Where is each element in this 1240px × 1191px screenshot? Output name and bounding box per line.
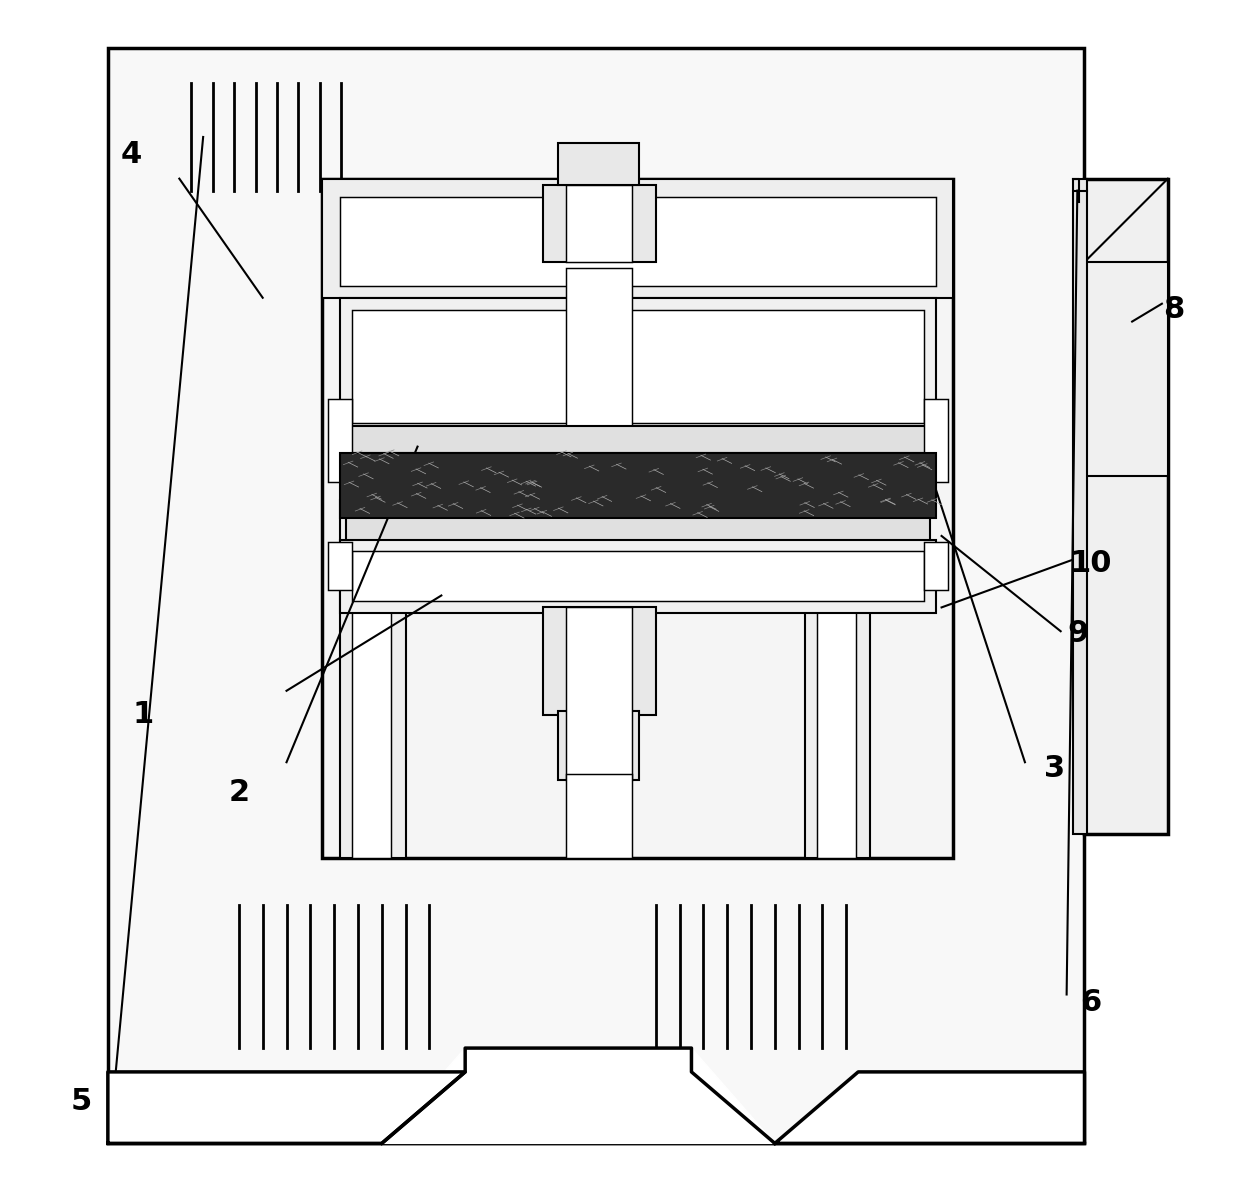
FancyBboxPatch shape <box>352 310 924 423</box>
FancyBboxPatch shape <box>567 774 632 858</box>
FancyBboxPatch shape <box>340 453 936 518</box>
Text: 5: 5 <box>71 1087 92 1116</box>
FancyBboxPatch shape <box>346 426 930 453</box>
FancyBboxPatch shape <box>352 548 392 858</box>
FancyBboxPatch shape <box>340 298 936 435</box>
Polygon shape <box>108 1072 465 1143</box>
Text: 1: 1 <box>133 700 154 729</box>
FancyBboxPatch shape <box>924 399 947 482</box>
FancyBboxPatch shape <box>567 268 632 435</box>
FancyBboxPatch shape <box>322 179 954 858</box>
FancyBboxPatch shape <box>543 185 656 262</box>
FancyBboxPatch shape <box>924 542 947 590</box>
FancyBboxPatch shape <box>543 607 656 715</box>
Polygon shape <box>775 1072 1085 1143</box>
FancyBboxPatch shape <box>567 185 632 262</box>
FancyBboxPatch shape <box>558 711 639 780</box>
FancyBboxPatch shape <box>340 540 936 613</box>
Text: 9: 9 <box>1068 619 1089 648</box>
FancyBboxPatch shape <box>329 542 352 590</box>
FancyBboxPatch shape <box>352 551 924 601</box>
FancyBboxPatch shape <box>567 607 632 780</box>
FancyBboxPatch shape <box>558 143 639 185</box>
FancyBboxPatch shape <box>346 516 930 542</box>
FancyBboxPatch shape <box>1085 179 1168 834</box>
Text: 8: 8 <box>1163 295 1184 324</box>
FancyBboxPatch shape <box>329 399 352 482</box>
FancyBboxPatch shape <box>108 48 1085 1143</box>
FancyBboxPatch shape <box>805 500 870 858</box>
FancyBboxPatch shape <box>340 197 936 286</box>
FancyBboxPatch shape <box>322 179 954 298</box>
FancyBboxPatch shape <box>1073 179 1087 834</box>
FancyBboxPatch shape <box>340 500 405 858</box>
Polygon shape <box>382 1048 775 1143</box>
Text: 6: 6 <box>1080 989 1101 1017</box>
Text: 3: 3 <box>1044 754 1065 782</box>
FancyBboxPatch shape <box>816 548 856 858</box>
FancyBboxPatch shape <box>1085 262 1168 476</box>
Text: 4: 4 <box>122 141 143 169</box>
Text: 10: 10 <box>1069 549 1112 578</box>
Text: 2: 2 <box>228 778 249 806</box>
